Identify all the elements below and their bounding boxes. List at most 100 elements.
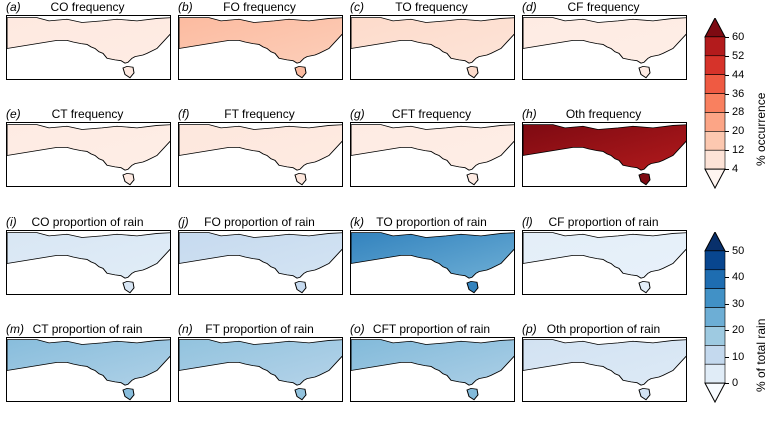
panel-a: (a) CO frequency [4,0,171,80]
australia-map [350,337,515,402]
panel-letter: (o) [350,322,365,336]
panel-d: (d) CF frequency [520,0,687,80]
panel-letter: (n) [178,322,193,336]
panel-title: (g) CFT frequency [348,107,515,121]
colorbar-tick-label: 12 [732,144,745,157]
rain-colorbar-label: % of total rain [754,318,768,392]
mainland-shape [179,124,342,171]
panel-j: (j) FO proportion of rain [176,215,343,295]
mainland-shape [7,124,170,171]
rain-colorbar: 50 40 30 20 10 0 % of total rain [704,232,770,404]
panel-letter: (j) [178,215,189,229]
panel-name: TO frequency [395,0,468,14]
panel-name: CO frequency [50,0,125,14]
panel-f: (f) FT frequency [176,107,343,187]
panel-name: CFT proportion of rain [372,322,491,336]
panel-title: (b) FO frequency [176,0,343,14]
panel-title: (i) CO proportion of rain [4,215,171,229]
colorbar-tick-mark [725,383,729,385]
australia-map [522,122,687,187]
tasmania-shape [466,65,479,79]
colorbar-tick-mark [725,131,729,133]
colorbar-step [704,345,726,365]
panel-name: Oth frequency [565,107,642,121]
colorbar-tick-mark [725,330,729,332]
panel-letter: (k) [350,215,364,229]
colorbar-cap [704,382,726,404]
mainland-shape [523,232,686,279]
panel-title: (k) TO proportion of rain [348,215,515,229]
mainland-shape [179,339,342,386]
panel-title: (a) CO frequency [4,0,171,14]
tasmania-shape [466,280,479,294]
colorbar-tick-mark [725,36,729,38]
australia-map [350,230,515,295]
panel-title: (m) CT proportion of rain [4,322,171,336]
panel-letter: (m) [6,322,24,336]
colorbar-cap [704,18,726,38]
colorbar-tick-label: 28 [732,106,745,119]
colorbar-tick-mark [725,93,729,95]
colorbar-step [704,326,726,346]
colorbar-tick-mark [725,277,729,279]
mainland-shape [7,339,170,386]
colorbar-step [704,74,726,94]
panel-letter: (l) [522,215,533,229]
colorbar-tick-mark [725,112,729,114]
colorbar-tick-mark [725,250,729,252]
panel-title: (o) CFT proportion of rain [348,322,515,336]
panel-name: FT proportion of rain [205,322,314,336]
colorbar-tick-label: 36 [732,87,745,100]
panel-letter: (f) [178,107,190,121]
panel-name: CT frequency [51,107,124,121]
colorbar-step [704,93,726,113]
mainland-shape [351,232,514,279]
panel-letter: (b) [178,0,193,14]
panel-e: (e) CT frequency [4,107,171,187]
panel-c: (c) TO frequency [348,0,515,80]
panel-letter: (d) [522,0,537,14]
tasmania-shape [122,280,135,294]
colorbar-tick-label: 50 [732,244,745,257]
panel-m: (m) CT proportion of rain [4,322,171,402]
colorbar-tick-mark [725,169,729,171]
australia-map [6,122,171,187]
tasmania-shape [466,172,479,186]
colorbar-step [704,55,726,75]
australia-map [522,337,687,402]
panel-letter: (i) [6,215,17,229]
colorbar-step [704,131,726,151]
australia-map [178,337,343,402]
colorbar-step [704,36,726,57]
colorbar-tick-label: 40 [732,271,745,284]
colorbar-step [704,269,726,289]
australia-map [6,15,171,80]
panel-letter: (h) [522,107,537,121]
panel-letter: (a) [6,0,21,14]
panel-l: (l) CF proportion of rain [520,215,687,295]
panel-title: (d) CF frequency [520,0,687,14]
colorbar-tick-mark [725,55,729,57]
colorbar-tick-label: 20 [732,324,745,337]
colorbar-cap [704,168,726,190]
panel-name: CO proportion of rain [31,215,144,229]
colorbar-step [704,307,726,327]
panel-k: (k) TO proportion of rain [348,215,515,295]
colorbar-tick-label: 20 [732,125,745,138]
panel-title: (f) FT frequency [176,107,343,121]
panel-title: (n) FT proportion of rain [176,322,343,336]
mainland-shape [351,339,514,386]
tasmania-shape [122,65,135,79]
colorbar-tick-label: 0 [732,377,739,390]
colorbar-tick-label: 4 [732,163,739,176]
panel-name: CF proportion of rain [548,215,659,229]
tasmania-shape [294,65,307,79]
panel-letter: (g) [350,107,365,121]
rain-colorbar-gradient [704,232,726,404]
colorbar-step [704,288,726,308]
tasmania-shape [638,172,651,186]
colorbar-tick-label: 52 [732,49,745,62]
panel-name: CFT frequency [391,107,472,121]
panel-name: CT proportion of rain [32,322,143,336]
panel-letter: (e) [6,107,21,121]
